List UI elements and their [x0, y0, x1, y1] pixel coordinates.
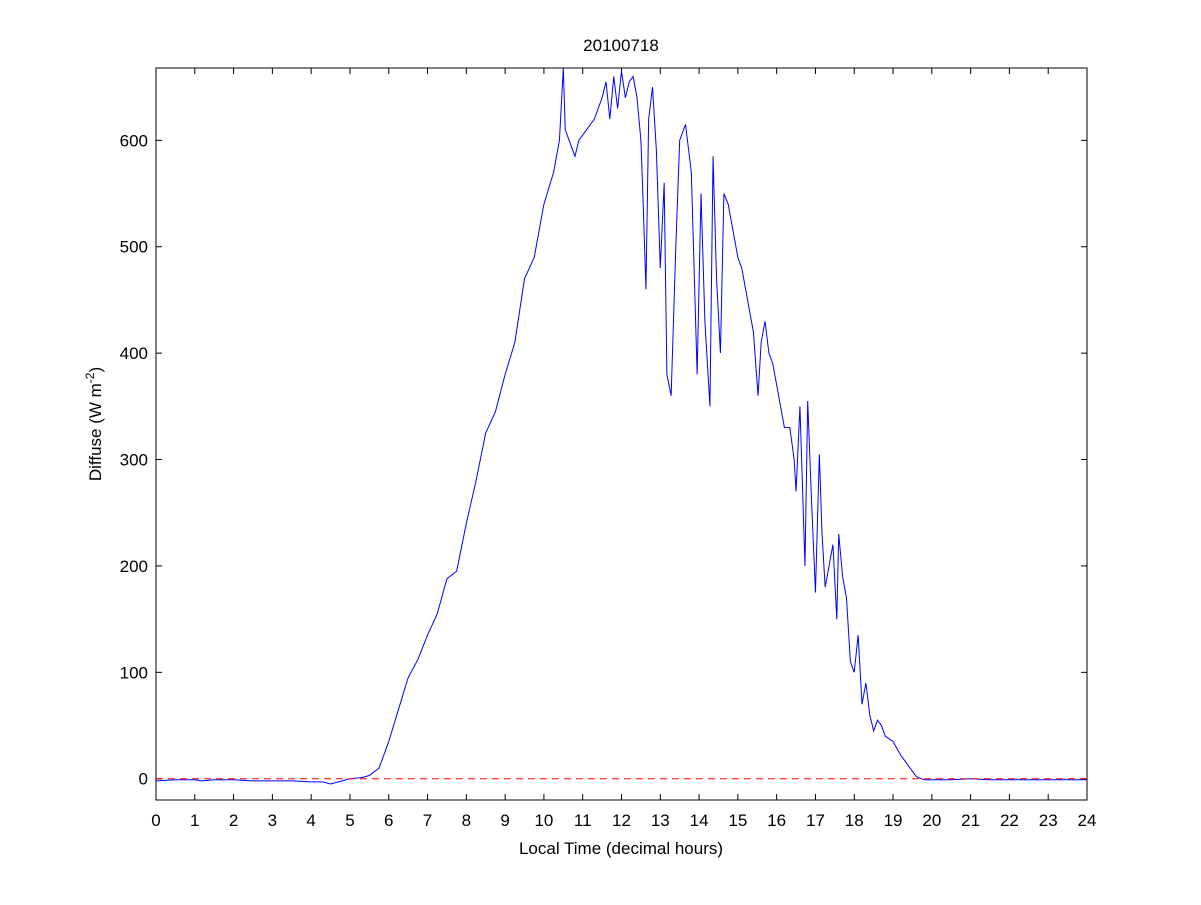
y-tick-label: 100 — [120, 663, 148, 682]
x-tick-label: 13 — [651, 811, 670, 830]
x-tick-label: 4 — [306, 811, 315, 830]
plot-area — [155, 67, 1088, 801]
x-tick-label: 0 — [151, 811, 160, 830]
chart-title: 20100718 — [583, 36, 659, 55]
x-tick-label: 15 — [728, 811, 747, 830]
x-tick-label: 8 — [462, 811, 471, 830]
x-tick-label: 20 — [922, 811, 941, 830]
x-tick-label: 3 — [268, 811, 277, 830]
data-line — [155, 67, 1087, 785]
y-label-text: Diffuse (W m — [86, 383, 105, 481]
y-axis-label: Diffuse (W m-2) — [83, 367, 105, 481]
y-tick-label: 600 — [120, 131, 148, 150]
y-label-suffix: ) — [86, 367, 105, 373]
x-tick-label: 17 — [806, 811, 825, 830]
y-label-superscript: -2 — [83, 372, 97, 383]
x-tick-label: 19 — [884, 811, 903, 830]
x-tick-label: 5 — [345, 811, 354, 830]
y-tick-label: 0 — [139, 770, 148, 789]
x-tick-label: 2 — [229, 811, 238, 830]
y-tick-label: 200 — [120, 557, 148, 576]
y-tick-label: 400 — [120, 344, 148, 363]
x-tick-label: 6 — [384, 811, 393, 830]
x-tick-label: 12 — [612, 811, 631, 830]
x-tick-label: 1 — [190, 811, 199, 830]
x-tick-label: 16 — [767, 811, 786, 830]
x-tick-label: 18 — [845, 811, 864, 830]
x-tick-label: 24 — [1078, 811, 1097, 830]
x-tick-label: 22 — [1000, 811, 1019, 830]
x-tick-label: 23 — [1039, 811, 1058, 830]
x-axis-label: Local Time (decimal hours) — [519, 839, 723, 858]
x-tick-label: 9 — [500, 811, 509, 830]
x-tick-label: 14 — [690, 811, 709, 830]
y-tick-label: 300 — [120, 451, 148, 470]
x-tick-label: 21 — [961, 811, 980, 830]
x-tick-label: 7 — [423, 811, 432, 830]
y-tick-label: 500 — [120, 238, 148, 257]
x-tick-label: 10 — [534, 811, 553, 830]
x-tick-label: 11 — [574, 811, 592, 830]
